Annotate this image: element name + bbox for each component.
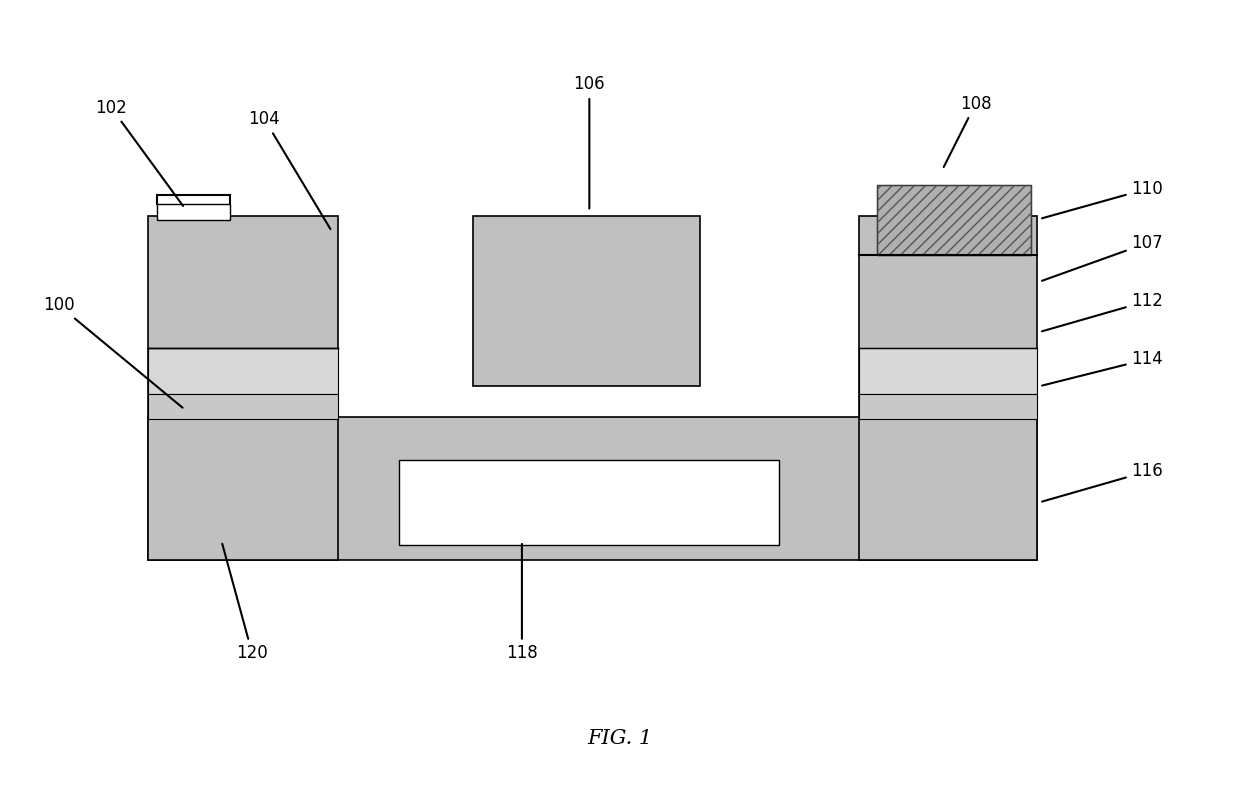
- Text: 112: 112: [1042, 292, 1163, 331]
- Text: 108: 108: [944, 95, 992, 167]
- Bar: [859, 216, 1037, 560]
- Text: 107: 107: [1042, 234, 1163, 281]
- Bar: [472, 216, 699, 386]
- Text: 100: 100: [42, 296, 182, 407]
- Text: 106: 106: [574, 76, 605, 209]
- Text: 120: 120: [222, 544, 268, 663]
- Text: 110: 110: [1042, 180, 1163, 218]
- Bar: [148, 348, 339, 394]
- Bar: [859, 348, 1037, 394]
- Bar: [878, 185, 1030, 255]
- Bar: [878, 185, 1030, 255]
- Bar: [399, 460, 780, 545]
- Text: 114: 114: [1042, 350, 1163, 385]
- Bar: [148, 216, 339, 560]
- Bar: [859, 394, 1037, 418]
- Text: FIG. 1: FIG. 1: [588, 729, 652, 748]
- Text: 118: 118: [506, 544, 538, 663]
- Text: 102: 102: [95, 98, 184, 206]
- Text: 104: 104: [248, 110, 330, 229]
- Bar: [148, 417, 1037, 560]
- Bar: [148, 394, 339, 418]
- Bar: [156, 204, 231, 220]
- Text: 116: 116: [1042, 463, 1163, 502]
